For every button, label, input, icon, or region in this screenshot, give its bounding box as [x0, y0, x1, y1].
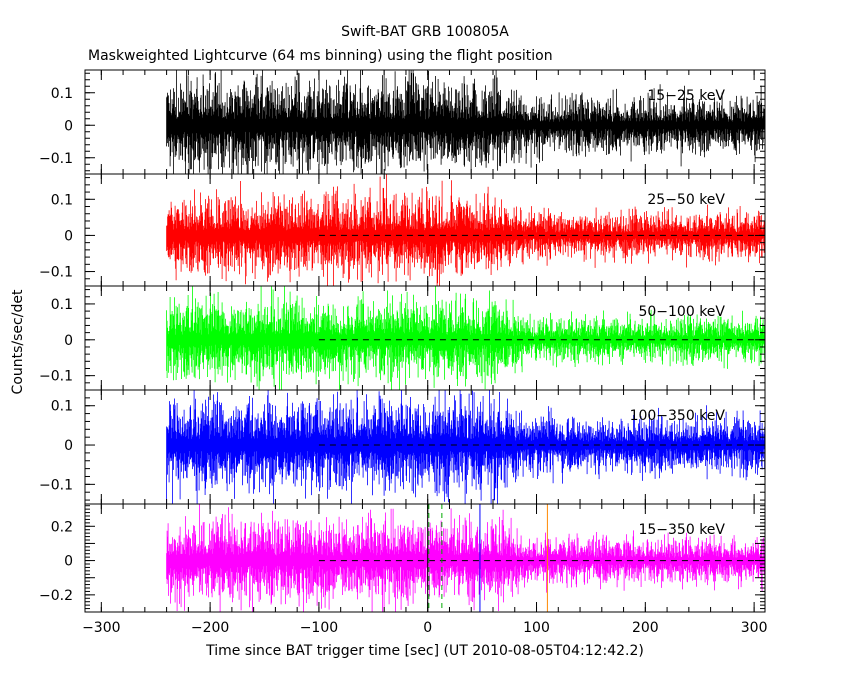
x-tick-label: −100 — [300, 620, 338, 636]
y-axis-label: Counts/sec/det — [10, 289, 26, 394]
panel-2: −0.1 0 0.1 25−50 keV — [39, 173, 766, 287]
series-curve-3 — [166, 286, 765, 390]
y-tick-label: 0.1 — [51, 297, 73, 313]
y-tick-label: 0.2 — [51, 519, 73, 535]
band-label: 25−50 keV — [647, 192, 725, 208]
y-tick-label: −0.1 — [39, 265, 73, 281]
y-tick-label: 0 — [64, 554, 73, 570]
panel-1: −0.1 0 0.1 15−25 keV — [39, 69, 766, 175]
chart-title: Swift-BAT GRB 100805A — [341, 24, 509, 40]
panel-frame — [84, 503, 766, 613]
series-curve-2 — [166, 174, 765, 286]
panel-4: −0.1 0 0.1 100−350 keV — [39, 389, 766, 505]
y-tick-label: 0.1 — [51, 192, 73, 208]
y-tick-label: −0.1 — [39, 477, 73, 493]
x-tick-label: 100 — [523, 620, 550, 636]
y-tick-label: 0 — [64, 228, 73, 244]
band-label: 15−350 keV — [638, 522, 725, 538]
panels-group: −0.1 0 0.1 15−25 keV −0.1 0 0.1 25−50 keV −0.1 0 0… — [39, 69, 768, 636]
y-tick-label: 0 — [64, 118, 73, 134]
panel-3: −0.1 0 0.1 50−100 keV — [39, 285, 766, 391]
y-tick-label: −0.1 — [39, 151, 73, 167]
series-curve-5 — [166, 504, 765, 612]
x-axis-label: Time since BAT trigger time [sec] (UT 20… — [205, 643, 644, 659]
band-label: 15−25 keV — [647, 88, 725, 104]
x-tick-label: −300 — [82, 620, 120, 636]
y-tick-label: −0.1 — [39, 369, 73, 385]
panel-5: −0.2 0 0.2 15−350 keV — [39, 503, 766, 613]
y-tick-label: 0.1 — [51, 86, 73, 102]
y-tick-label: 0 — [64, 438, 73, 454]
y-tick-label: 0.1 — [51, 399, 73, 415]
x-tick-label: 200 — [632, 620, 659, 636]
chart-subtitle: Maskweighted Lightcurve (64 ms binning) … — [88, 48, 553, 64]
x-tick-label: 300 — [741, 620, 768, 636]
band-label: 100−350 keV — [630, 408, 726, 424]
y-tick-label: −0.2 — [39, 588, 73, 604]
band-label: 50−100 keV — [638, 304, 725, 320]
series-curve-1 — [166, 70, 765, 174]
x-tick-label: −200 — [191, 620, 229, 636]
y-tick-label: 0 — [64, 333, 73, 349]
x-tick-label: 0 — [423, 620, 432, 636]
